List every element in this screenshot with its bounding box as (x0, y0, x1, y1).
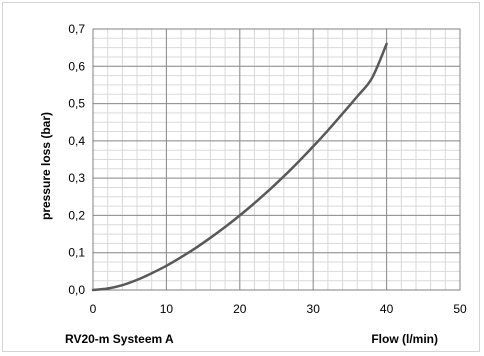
y-axis-label: pressure loss (bar) (39, 112, 53, 220)
pressure-loss-curve (91, 42, 388, 292)
y-tick-label: 0,7 (68, 22, 85, 36)
y-tick-label: 0,5 (68, 97, 85, 111)
y-tick-label: 0,4 (68, 134, 85, 148)
x-tick-label: 0 (90, 302, 97, 316)
chart-frame (2, 2, 480, 352)
y-tick-label: 0,1 (68, 246, 85, 260)
y-tick-label: 0,6 (68, 59, 85, 73)
minor-grid (92, 28, 461, 291)
y-tick-labels: 0,0 0,1 0,2 0,3 0,4 0,5 0,6 0,7 (68, 22, 85, 297)
y-tick-label: 0,0 (68, 283, 85, 297)
x-tick-label: 40 (380, 302, 394, 316)
x-tick-label: 10 (160, 302, 174, 316)
y-tick-label: 0,3 (68, 171, 85, 185)
x-axis-label: Flow (l/min) (371, 332, 438, 346)
x-tick-label: 30 (307, 302, 321, 316)
plot-area-border (92, 28, 461, 291)
x-tick-labels: 0 10 20 30 40 50 (90, 302, 467, 316)
chart-subtitle: RV20-m Systeem A (65, 332, 174, 346)
x-tick-label: 20 (233, 302, 247, 316)
y-tick-label: 0,2 (68, 208, 85, 222)
x-tick-label: 50 (453, 302, 467, 316)
